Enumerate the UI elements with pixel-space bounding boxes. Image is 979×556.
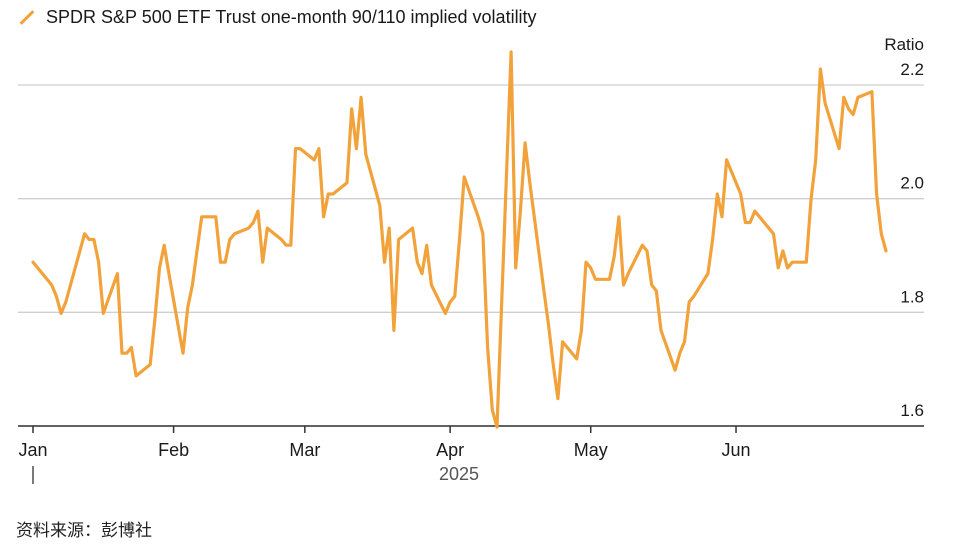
x-tick-label: Feb — [158, 440, 189, 460]
y-tick-label: 1.8 — [900, 287, 924, 306]
legend-label: SPDR S&P 500 ETF Trust one-month 90/110 … — [46, 6, 537, 27]
series-line — [31, 50, 888, 429]
x-axis-year-label: 2025 — [439, 464, 479, 484]
x-tick-label: Mar — [289, 440, 320, 460]
x-tick-label: Jan — [18, 440, 47, 460]
x-tick-label: Apr — [436, 440, 464, 460]
y-tick-label: 1.6 — [900, 401, 924, 420]
source-note: 资料来源：彭博社 — [16, 521, 152, 540]
y-tick-label: 2.0 — [900, 174, 924, 193]
y-tick-label: 2.2 — [900, 60, 924, 79]
y-axis-title: Ratio — [884, 35, 924, 54]
x-tick-label: May — [574, 440, 608, 460]
legend: SPDR S&P 500 ETF Trust one-month 90/110 … — [18, 6, 537, 28]
x-tick-label: Jun — [722, 440, 751, 460]
